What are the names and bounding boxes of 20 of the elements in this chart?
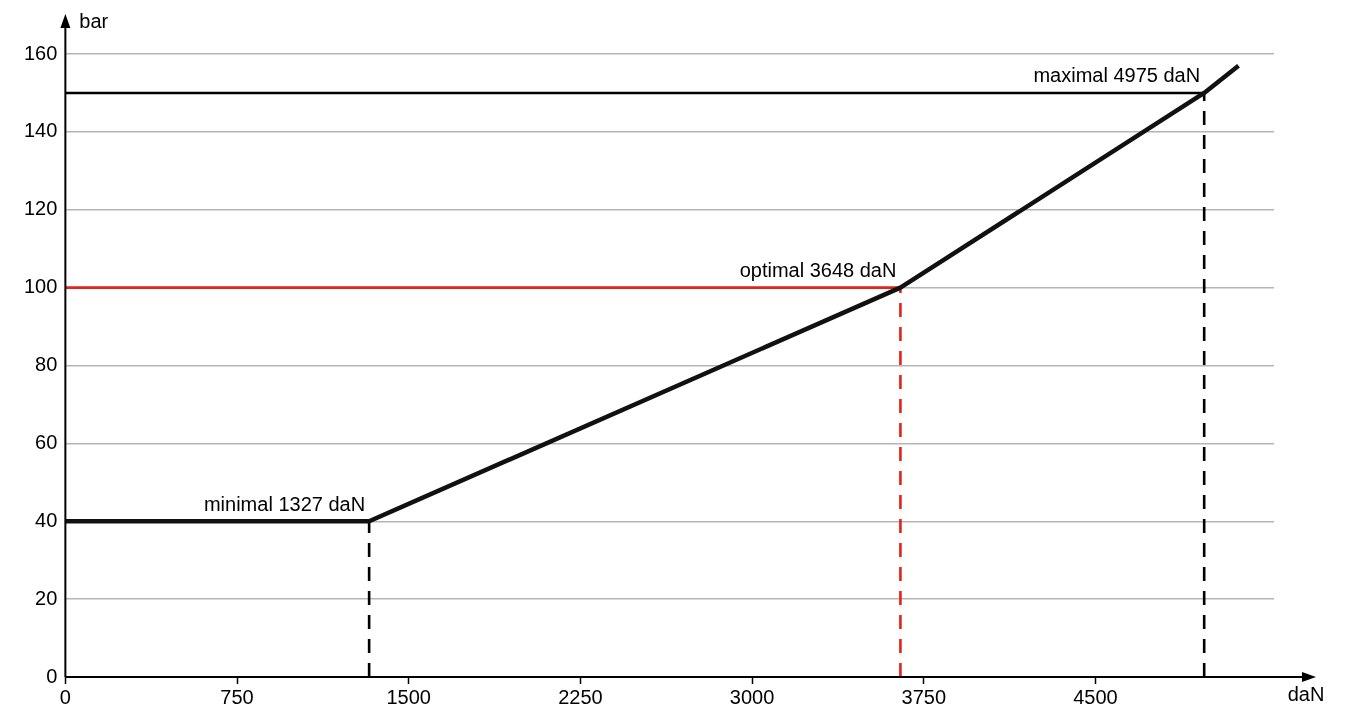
y-tick-label: 160 (23, 41, 58, 64)
x-tick-label: 3000 (729, 685, 775, 708)
y-tick-label: 100 (23, 275, 58, 298)
y-tick-label: 0 (46, 664, 58, 687)
y-tick-label: 120 (23, 197, 58, 220)
y-tick-label: 60 (35, 430, 58, 453)
y-tick-label: 80 (35, 353, 58, 376)
y-axis-title: bar (79, 9, 109, 32)
x-tick-label: 1500 (386, 685, 431, 708)
x-tick-label: 2250 (558, 685, 603, 708)
annotation: minimal 1327 daN (203, 492, 366, 515)
x-tick-label: 3750 (901, 685, 947, 708)
y-tick-label: 20 (35, 586, 58, 609)
annotation: maximal 4975 daN (1033, 64, 1201, 87)
y-tick-label: 40 (35, 508, 58, 531)
annotation: optimal 3648 daN (739, 259, 897, 282)
x-tick-label: 4500 (1073, 685, 1118, 708)
y-tick-label: 140 (23, 119, 58, 142)
x-tick-label: 750 (220, 685, 254, 708)
x-axis-title: daN (1287, 682, 1325, 705)
